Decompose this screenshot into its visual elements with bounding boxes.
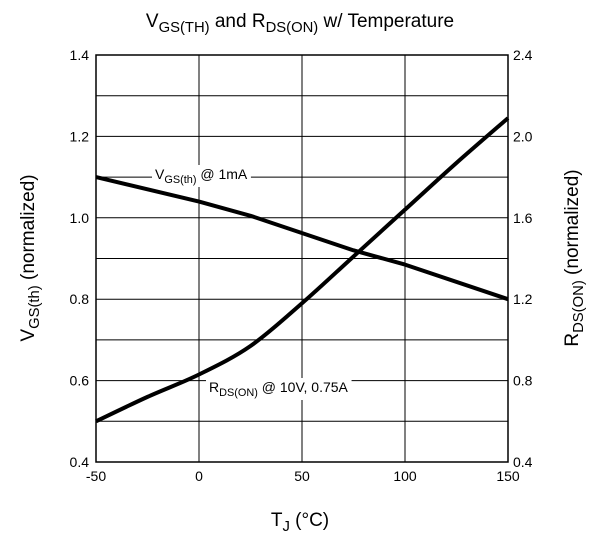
rds-on-line — [95, 116, 510, 424]
y-left-tick-label: 1.2 — [70, 128, 90, 144]
y-right-tick-label: 1.2 — [513, 291, 533, 307]
annotation-vgs: VGS(th) @ 1mA — [152, 165, 251, 187]
y-left-tick-label: 0.8 — [70, 291, 90, 307]
annotation-vgs-label: VGS(th) @ 1mA — [155, 166, 248, 186]
x-tick-label: 0 — [195, 468, 203, 484]
y-right-tick-label: 0.8 — [513, 373, 533, 389]
plot-border — [95, 54, 509, 463]
y-left-tick-label: 0.6 — [70, 373, 90, 389]
x-tick-label: 50 — [294, 468, 310, 484]
x-axis-label: TJ (°C) — [271, 510, 329, 533]
y-right-tick-label: 2.0 — [513, 128, 533, 144]
chart-title: VGS(TH) and RDS(ON) w/ Temperature — [146, 11, 454, 36]
grid — [96, 55, 508, 462]
annotation-rds: RDS(ON) @ 10V, 0.75A — [206, 378, 352, 400]
y-left-tick-label: 0.4 — [70, 454, 90, 470]
y-right-tick-label: 0.4 — [513, 454, 533, 470]
y-left-tick-label: 1.0 — [70, 210, 90, 226]
y-right-tick-label: 2.4 — [513, 47, 533, 63]
y-left-tick-label: 1.4 — [70, 47, 90, 63]
y-axis-right-label: RDS(ON) (normalized) — [562, 169, 587, 346]
tick-labels: -50 0 50 100 1500.40.60.81.01.21.40.40.81.21… — [70, 47, 533, 484]
x-tick-label: 150 — [496, 468, 520, 484]
x-tick-label: -50 — [86, 468, 106, 484]
vgs-th-line — [95, 175, 509, 302]
plot-frame — [95, 54, 509, 463]
y-right-tick-label: 1.6 — [513, 210, 533, 226]
y-axis-left-label: VGS(th) (normalized) — [18, 174, 43, 341]
x-tick-label: 100 — [393, 468, 417, 484]
annotation-rds-label: RDS(ON) @ 10V, 0.75A — [209, 379, 349, 399]
series-lines — [95, 116, 510, 424]
